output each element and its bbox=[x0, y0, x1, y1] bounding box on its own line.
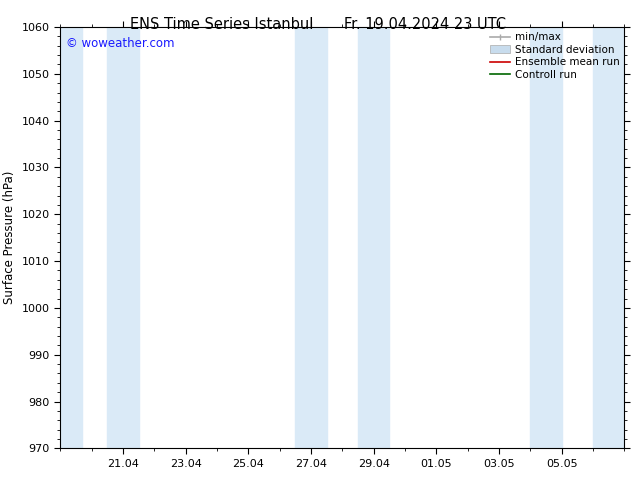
Legend: min/max, Standard deviation, Ensemble mean run, Controll run: min/max, Standard deviation, Ensemble me… bbox=[488, 30, 621, 82]
Bar bbox=[593, 27, 624, 448]
Bar bbox=[295, 27, 327, 448]
Text: ENS Time Series Istanbul: ENS Time Series Istanbul bbox=[130, 17, 314, 32]
Bar bbox=[60, 27, 82, 448]
Text: Fr. 19.04.2024 23 UTC: Fr. 19.04.2024 23 UTC bbox=[344, 17, 506, 32]
Bar bbox=[358, 27, 389, 448]
Bar bbox=[107, 27, 139, 448]
Y-axis label: Surface Pressure (hPa): Surface Pressure (hPa) bbox=[3, 171, 16, 304]
Bar bbox=[531, 27, 562, 448]
Text: © woweather.com: © woweather.com bbox=[66, 38, 174, 50]
